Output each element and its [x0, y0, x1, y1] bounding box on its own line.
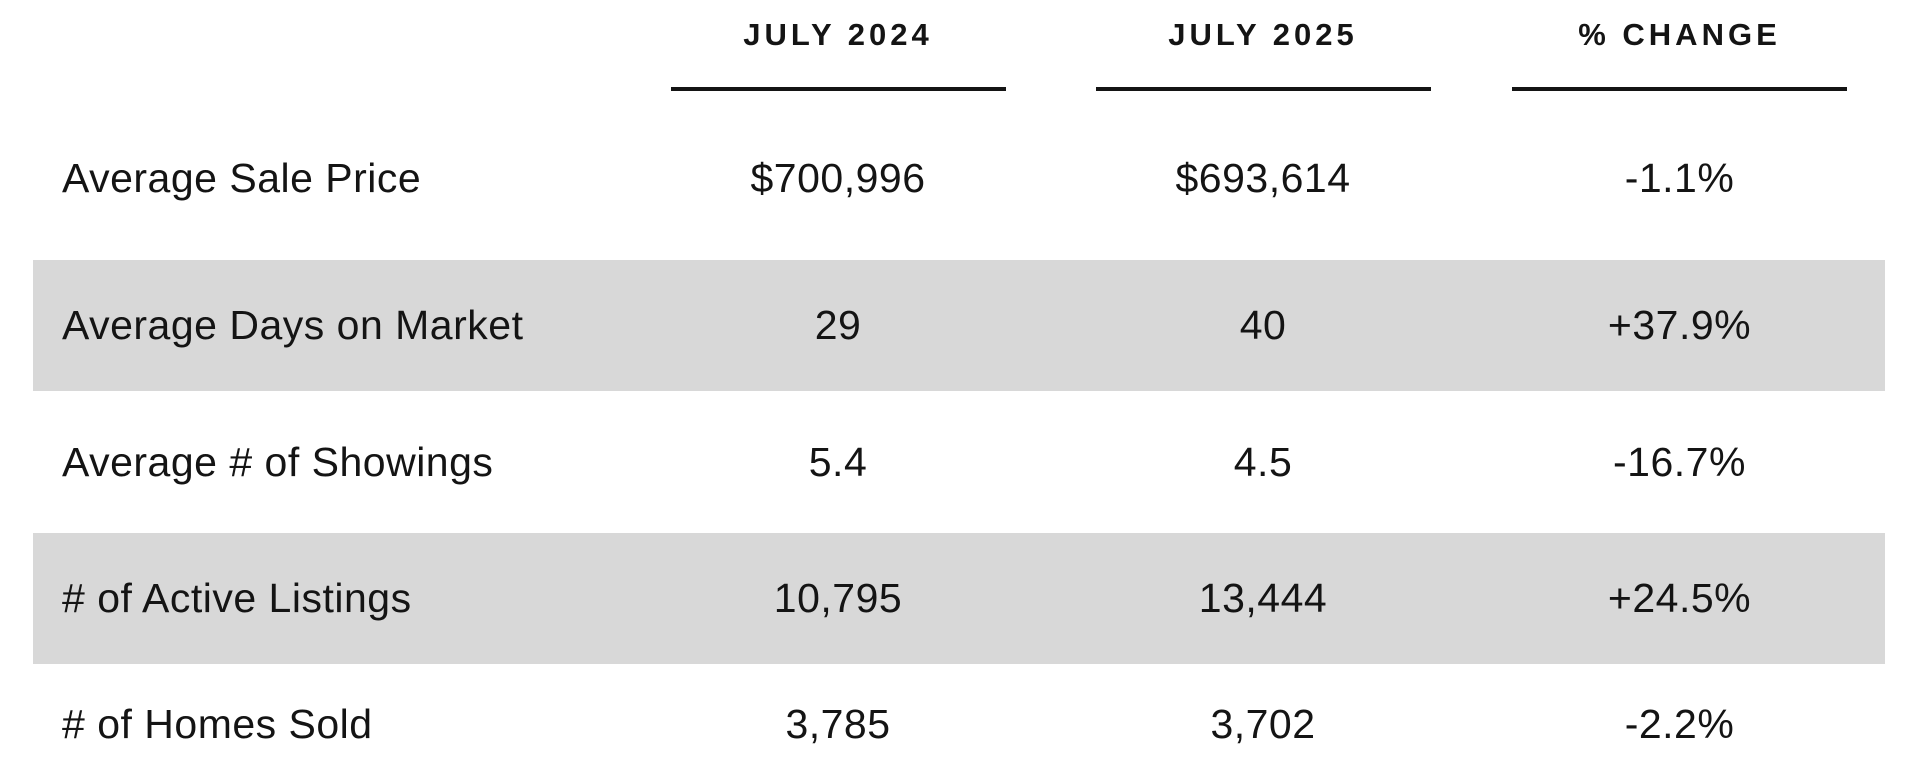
cell-july-2025: 40	[1239, 302, 1287, 348]
cell-july-2025: 4.5	[1233, 438, 1293, 485]
table-row: Average # of Showings 5.4 4.5 -16.7%	[33, 391, 1885, 533]
cell-july-2024: $700,996	[750, 154, 926, 201]
header-underline	[1095, 87, 1431, 92]
header-underline	[670, 87, 1006, 92]
column-header-label: JULY 2024	[743, 17, 933, 52]
cell-july-2024: 29	[814, 302, 862, 348]
table-row: # of Homes Sold 3,785 3,702 -2.2%	[33, 664, 1885, 784]
row-label: # of Active Listings	[62, 575, 412, 621]
row-label: Average Days on Market	[62, 302, 524, 348]
column-header-pct-change: % CHANGE	[1474, 0, 1885, 92]
column-header-july-2025: JULY 2025	[1052, 0, 1474, 92]
header-spacer	[33, 0, 624, 16]
cell-july-2024: 10,795	[773, 575, 903, 621]
cell-pct-change: -16.7%	[1613, 438, 1746, 485]
comparison-table: JULY 2024 JULY 2025 % CHANGE Average Sal…	[33, 0, 1885, 784]
table-row: Average Days on Market 29 40 +37.9%	[33, 260, 1885, 391]
row-label: # of Homes Sold	[62, 701, 373, 747]
cell-pct-change: +37.9%	[1607, 302, 1752, 348]
cell-july-2025: 3,702	[1210, 701, 1316, 747]
column-header-label: JULY 2025	[1168, 17, 1358, 52]
row-label: Average # of Showings	[62, 438, 494, 485]
column-header-label: % CHANGE	[1578, 17, 1781, 52]
cell-pct-change: -2.2%	[1624, 701, 1735, 747]
table-header-row: JULY 2024 JULY 2025 % CHANGE	[33, 0, 1885, 96]
row-label: Average Sale Price	[62, 154, 422, 201]
table-row: # of Active Listings 10,795 13,444 +24.5…	[33, 533, 1885, 664]
cell-july-2025: $693,614	[1175, 154, 1351, 201]
cell-pct-change: -1.1%	[1624, 154, 1735, 201]
cell-july-2024: 5.4	[808, 438, 868, 485]
cell-pct-change: +24.5%	[1607, 575, 1752, 621]
cell-july-2025: 13,444	[1198, 575, 1328, 621]
header-underline	[1512, 87, 1847, 92]
table-row: Average Sale Price $700,996 $693,614 -1.…	[33, 96, 1885, 260]
cell-july-2024: 3,785	[785, 701, 891, 747]
column-header-july-2024: JULY 2024	[624, 0, 1052, 92]
